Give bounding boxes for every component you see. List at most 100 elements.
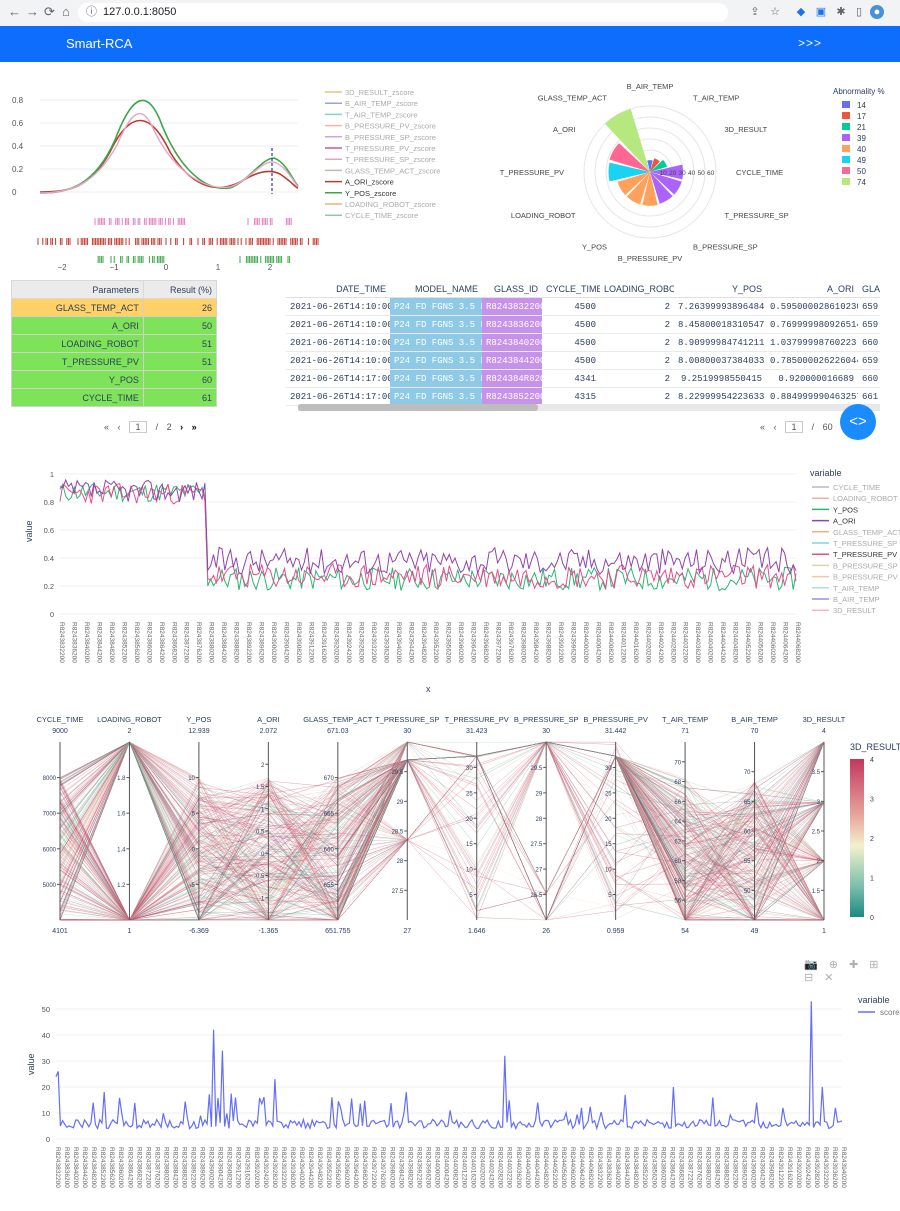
table-row[interactable]: 2021-06-26T14:10:00 P24 FD FGNS 3.5 L R824… [286, 333, 880, 352]
axis-title[interactable]: T_AIR_TEMP [662, 715, 708, 724]
table-row[interactable]: T_PRESSURE_PV 51 [11, 352, 218, 371]
table-row[interactable]: 2021-06-26T14:17:00 P24 FD FGNS 3.5 L R824… [286, 369, 880, 388]
page-input[interactable]: 1 [785, 421, 804, 433]
prev-page-icon[interactable]: ‹ [117, 422, 121, 432]
scrollbar-thumb[interactable] [298, 404, 538, 411]
bookmark-star-icon[interactable]: ☆ [770, 6, 780, 18]
column-header[interactable]: Y_POS [674, 280, 766, 298]
legend-item[interactable]: 40 [857, 145, 866, 154]
legend-item[interactable]: T_PRESSURE_SP_zscore [345, 155, 435, 164]
legend-item[interactable]: B_PRESSURE_PV [833, 573, 898, 582]
legend-item[interactable]: B_PRESSURE_PV_zscore [345, 122, 436, 131]
legend-item[interactable]: Y_POS [833, 505, 858, 514]
polar-bar[interactable] [626, 172, 650, 205]
axis-title[interactable]: B_PRESSURE_PV [583, 715, 648, 724]
polar-bar[interactable] [650, 159, 668, 172]
polar-bar[interactable] [608, 162, 650, 182]
forward-icon[interactable]: → [26, 4, 39, 19]
legend-item[interactable]: GLASS_TEMP_ACT [833, 528, 900, 537]
table-row[interactable]: LOADING_ROBOT 51 [11, 334, 218, 353]
extension-icon[interactable]: ◆ [796, 6, 806, 18]
address-bar[interactable]: ⓘ 127.0.0.1:8050 [78, 3, 728, 22]
legend-item[interactable]: GLASS_TEMP_ACT_zscore [345, 166, 440, 175]
home-icon[interactable]: ⌂ [62, 4, 70, 19]
abnormality-polar-chart[interactable]: B_AIR_TEMP T_AIR_TEMP 3D_RESULT CYCLE_TIME T… [490, 70, 900, 280]
legend-item[interactable]: Y_POS_zscore [345, 189, 396, 198]
legend-item[interactable]: CYCLE_TIME [833, 483, 880, 492]
horizontal-scrollbar[interactable] [298, 404, 880, 411]
legend-item[interactable]: B_PRESSURE_SP_zscore [345, 133, 436, 142]
column-header[interactable]: MODEL_NAME [390, 280, 482, 298]
info-icon[interactable]: ⓘ [86, 6, 97, 18]
polar-bar[interactable] [647, 160, 653, 172]
polar-bar[interactable] [642, 172, 658, 206]
chart-modebar[interactable]: 📷 ⊕ ✚ ⊞ ⊟ ✕ [804, 959, 883, 984]
legend-item[interactable]: 3D_RESULT_zscore [345, 88, 414, 97]
legend-item[interactable]: A_ORI_zscore [345, 178, 394, 187]
column-header[interactable]: CYCLE_TIME [542, 280, 600, 298]
first-page-icon[interactable]: « [104, 422, 110, 432]
table-row[interactable]: 2021-06-26T14:10:00 P24 FD FGNS 3.5 L R824… [286, 297, 880, 316]
column-header[interactable]: GLA [858, 280, 880, 298]
axis-title[interactable]: GLASS_TEMP_ACT [303, 715, 373, 724]
axis-title[interactable]: LOADING_ROBOT [97, 715, 162, 724]
polar-bar[interactable] [650, 158, 660, 172]
legend-item[interactable]: 50 [857, 167, 866, 176]
legend-item[interactable]: 49 [857, 156, 866, 165]
axis-title[interactable]: T_PRESSURE_PV [445, 715, 509, 724]
legend-item[interactable]: T_AIR_TEMP [833, 584, 879, 593]
legend-item[interactable]: B_PRESSURE_SP [833, 561, 898, 570]
axis-title[interactable]: B_PRESSURE_SP [514, 715, 579, 724]
polar-bar[interactable] [650, 164, 684, 180]
column-header[interactable]: GLASS_ID [482, 280, 542, 298]
table-row[interactable]: A_ORI 50 [11, 316, 218, 335]
axis-title[interactable]: T_PRESSURE_SP [375, 715, 439, 724]
table-row[interactable]: GLASS_TEMP_ACT 26 [11, 298, 218, 317]
kde-distribution-chart[interactable]: 0.8 0.6 0.4 0.2 0 −2 −1 0 1 2 3D_RESULT_zscore B_… [0, 70, 460, 280]
axis-title[interactable]: Y_POS [186, 715, 211, 724]
share-icon[interactable]: ⇪ [750, 6, 760, 18]
legend-item[interactable]: 14 [857, 101, 866, 110]
code-toggle-button[interactable]: <> [840, 404, 876, 440]
legend-item[interactable]: LOADING_ROBOT [833, 494, 898, 503]
legend-item[interactable]: 3D_RESULT [833, 606, 876, 615]
back-icon[interactable]: ← [8, 4, 21, 19]
axis-title[interactable]: B_AIR_TEMP [731, 715, 778, 724]
table-row[interactable]: Y_POS 60 [11, 370, 218, 389]
axis-title[interactable]: 3D_RESULT [803, 715, 846, 724]
legend-item[interactable]: T_AIR_TEMP_zscore [345, 110, 418, 119]
legend-item[interactable]: T_PRESSURE_PV_zscore [345, 144, 435, 153]
extension-icon[interactable]: ▣ [815, 6, 827, 18]
legend-item[interactable]: T_PRESSURE_SP [833, 539, 897, 548]
normalized-parameters-line-chart[interactable]: 1 0.8 0.6 0.4 0.2 0 R8243832200 R8243836200 R82… [0, 462, 900, 702]
legend-item[interactable]: T_PRESSURE_PV [833, 550, 897, 559]
column-header[interactable]: Parameters [11, 280, 144, 299]
table-row[interactable]: 2021-06-26T14:10:00 P24 FD FGNS 3.5 L R824… [286, 315, 880, 334]
expand-button[interactable]: >>> [798, 36, 823, 50]
sidebar-icon[interactable]: ▯ [855, 6, 863, 18]
profile-avatar[interactable]: ● [870, 5, 884, 19]
table-row[interactable]: 2021-06-26T14:10:00 P24 FD FGNS 3.5 L R824… [286, 351, 880, 370]
legend-item[interactable]: CYCLE_TIME_zscore [345, 211, 418, 220]
legend-item[interactable]: B_AIR_TEMP_zscore [345, 99, 418, 108]
reload-icon[interactable]: ⟳ [44, 4, 55, 19]
axis-title[interactable]: CYCLE_TIME [36, 715, 83, 724]
legend-item[interactable]: A_ORI [833, 517, 856, 526]
legend-item[interactable]: B_AIR_TEMP [833, 595, 880, 604]
column-header[interactable]: LOADING_ROBOT [600, 280, 674, 298]
next-page-icon[interactable]: › [180, 422, 184, 432]
page-input[interactable]: 1 [129, 421, 148, 433]
axis-title[interactable]: A_ORI [257, 715, 280, 724]
legend-item[interactable]: LOADING_ROBOT_zscore [345, 200, 436, 209]
table-row[interactable]: 2021-06-26T14:17:00 P24 FD FGNS 3.5 L R824… [286, 387, 880, 406]
legend-item[interactable]: 39 [857, 134, 866, 143]
column-header[interactable]: DATE_TIME [286, 280, 390, 298]
polar-bar[interactable] [604, 108, 650, 172]
table-row[interactable]: CYCLE_TIME 61 [11, 388, 218, 407]
column-header[interactable]: A_ORI [766, 280, 858, 298]
polar-bar[interactable] [650, 172, 673, 204]
polar-bar[interactable] [609, 143, 650, 172]
legend-item[interactable]: 17 [857, 112, 866, 121]
prev-page-icon[interactable]: ‹ [773, 422, 777, 432]
